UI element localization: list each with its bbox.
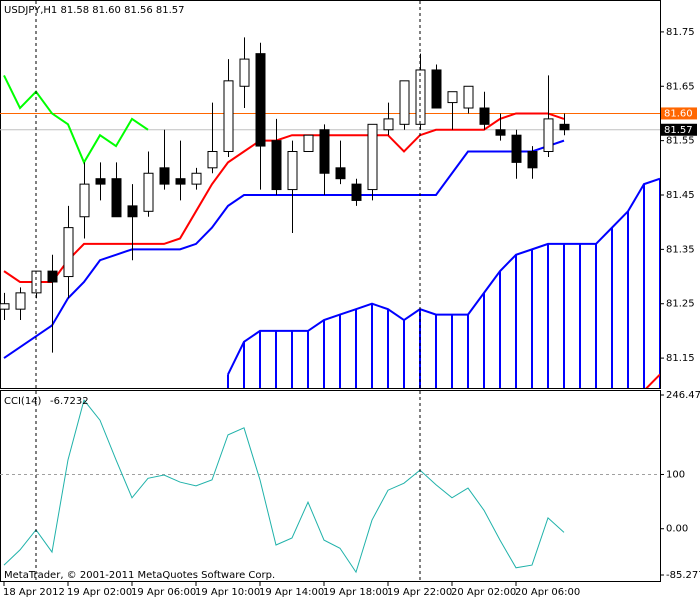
indicator-line (3, 74, 149, 165)
price-label-box (661, 107, 697, 120)
candle-body (159, 167, 170, 185)
x-tick-label: 19 Apr 02:00 (67, 587, 132, 598)
cci-tick-label: -85.2776 (666, 570, 700, 581)
candle-body (399, 80, 410, 125)
x-tick-label: 19 Apr 10:00 (195, 587, 260, 598)
indicator-line (3, 139, 565, 359)
candle-body (447, 91, 458, 104)
candle-body (223, 80, 234, 153)
candle-body (511, 134, 522, 163)
candle-body (63, 227, 74, 278)
candle-body (127, 205, 138, 218)
price-label: 81.60 (664, 108, 693, 119)
candle-body (191, 172, 202, 185)
candle-body (0, 303, 10, 310)
overlay: 81.75 81.65 81.55 81.45 81.35 81.25 81.15 81.60… (3, 1, 700, 598)
cci-plot (0, 399, 660, 574)
candle-body (527, 151, 538, 169)
x-tick-label: 19 Apr 18:00 (323, 587, 388, 598)
candle-body (111, 178, 122, 218)
cci-title: CCI(14) (4, 396, 42, 407)
x-tick-label: 18 Apr 2012 (3, 587, 65, 598)
y-tick-label: 81.65 (666, 81, 695, 92)
x-tick-label: 20 Apr 02:00 (451, 587, 516, 598)
candle-body (175, 178, 186, 185)
y-tick-label: 81.45 (666, 190, 695, 201)
candle-body (479, 107, 490, 125)
y-tick-label: 81.25 (666, 299, 695, 310)
candle-body (79, 183, 90, 218)
candle-body (431, 69, 442, 109)
y-tick-label: 81.55 (666, 136, 695, 147)
candle-body (543, 118, 554, 153)
y-tick-label: 81.15 (666, 353, 695, 364)
y-tick-label: 81.35 (666, 244, 695, 255)
price-label-box (661, 123, 697, 136)
indicator-line (645, 373, 660, 388)
candle-body (495, 129, 506, 136)
cci-tick-label: 246.4795 (666, 390, 700, 401)
cloud-span (227, 177, 660, 375)
candle-body (287, 151, 298, 191)
candle-body (319, 129, 330, 174)
price-label: 81.57 (664, 125, 693, 136)
candle-body (255, 53, 266, 147)
candle-body (463, 85, 474, 109)
x-tick-label: 19 Apr 14:00 (259, 587, 324, 598)
cci-value: -6.7232 (50, 396, 89, 407)
x-tick-label: 20 Apr 06:00 (515, 587, 580, 598)
candle-body (95, 178, 106, 185)
cci-line (3, 399, 565, 574)
cci-tick-label: 100 (666, 469, 685, 480)
cci-panel (0, 390, 661, 582)
y-tick-label: 81.75 (666, 27, 695, 38)
candle-body (367, 123, 378, 191)
cci-tick-label: 0.00 (666, 524, 688, 535)
x-tick-label: 19 Apr 06:00 (131, 587, 196, 598)
symbol-legend: USDJPY,H1 81.58 81.60 81.56 81.57 (4, 5, 185, 16)
x-tick-label: 19 Apr 22:00 (387, 587, 452, 598)
candle-body (207, 151, 218, 169)
candle-body (335, 167, 346, 180)
candle-body (239, 58, 250, 87)
candle-body (47, 270, 58, 283)
main-plot (0, 37, 660, 388)
candle-body (271, 140, 282, 191)
candle-body (143, 172, 154, 212)
candle-body (383, 118, 394, 131)
candle-body (15, 292, 26, 310)
indicator-line (3, 112, 565, 283)
candle-body (559, 123, 570, 131)
candle-body (351, 183, 362, 201)
candle-body (303, 134, 314, 153)
copyright: MetaTrader, © 2001-2011 MetaQuotes Softw… (4, 570, 275, 581)
